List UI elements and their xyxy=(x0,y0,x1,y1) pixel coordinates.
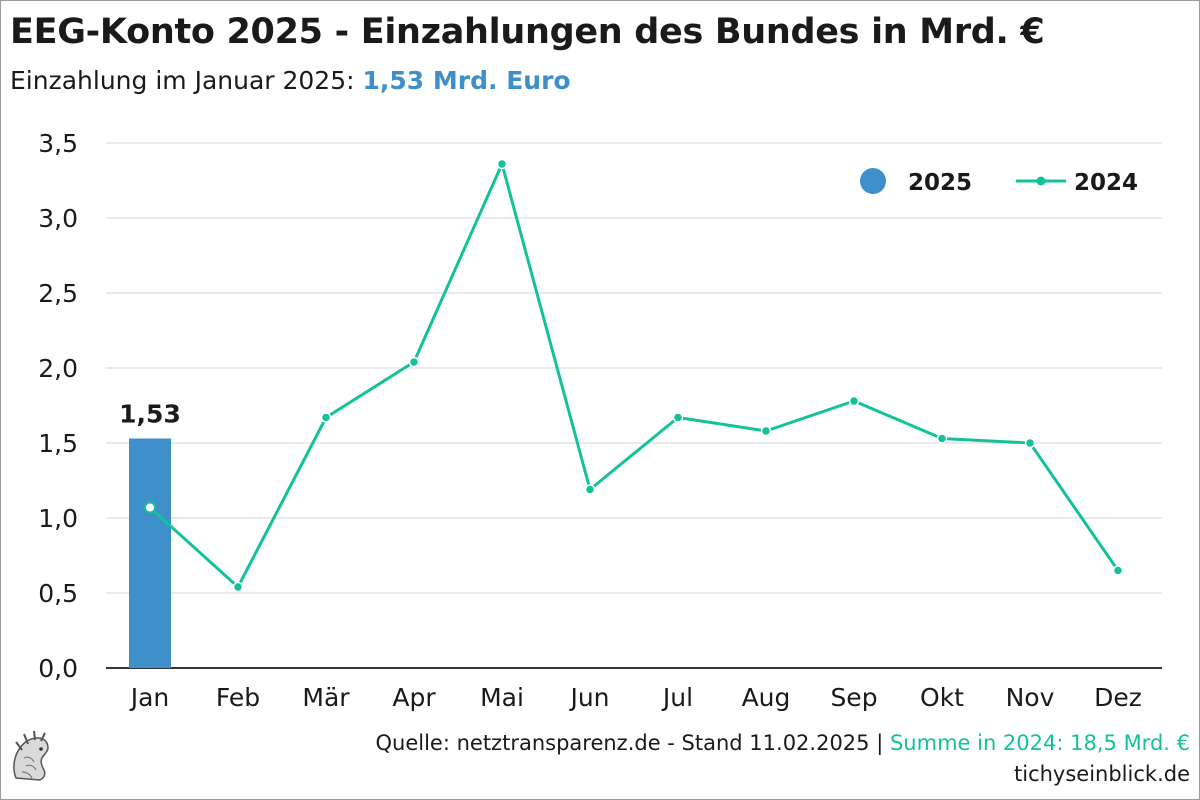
source-note: Quelle: netztransparenz.de - Stand 11.02… xyxy=(376,731,1191,755)
x-tick-label: Sep xyxy=(830,683,877,712)
point-2024 xyxy=(760,425,772,437)
point-2024 xyxy=(936,433,948,444)
y-tick-label: 0,5 xyxy=(38,579,78,608)
x-tick-label: Okt xyxy=(920,683,964,712)
point-2024 xyxy=(408,356,420,368)
x-tick-label: Mai xyxy=(480,683,524,712)
point-2024 xyxy=(320,412,332,423)
legend-label-2024: 2024 xyxy=(1074,170,1138,196)
legend-swatch-2025 xyxy=(860,168,886,194)
point-2024 xyxy=(232,581,244,593)
y-tick-label: 1,0 xyxy=(38,504,78,533)
y-tick-label: 0,0 xyxy=(38,654,78,683)
chart-subtitle: Einzahlung im Januar 2025: 1,53 Mrd. Eur… xyxy=(10,66,571,95)
x-tick-label: Jun xyxy=(568,683,609,712)
y-tick-label: 1,5 xyxy=(38,429,78,458)
line-2024 xyxy=(148,162,1120,589)
point-2024 xyxy=(672,412,684,423)
legend-marker-2024 xyxy=(1036,176,1046,186)
legend-label-2025: 2025 xyxy=(908,170,972,196)
data-label: 1,53 xyxy=(119,400,181,429)
x-tick-label: Feb xyxy=(216,683,260,712)
y-tick-label: 3,5 xyxy=(38,129,78,158)
chart-title: EEG-Konto 2025 - Einzahlungen des Bundes… xyxy=(10,12,1045,52)
point-2024 xyxy=(496,158,508,170)
x-tick-label: Nov xyxy=(1006,683,1055,712)
x-tick-label: Dez xyxy=(1094,683,1142,712)
y-tick-label: 3,0 xyxy=(38,204,78,233)
point-2024 xyxy=(144,501,156,514)
point-2024 xyxy=(848,395,860,407)
x-tick-label: Aug xyxy=(742,683,791,712)
subtitle-highlight: 1,53 Mrd. Euro xyxy=(362,66,571,95)
x-tick-label: Jul xyxy=(661,683,693,712)
point-2024 xyxy=(1024,437,1036,449)
annual-sum-text: Summe in 2024: 18,5 Mrd. € xyxy=(889,731,1190,755)
bar-2025 xyxy=(129,438,171,668)
point-2024 xyxy=(584,484,596,495)
website-label: tichyseinblick.de xyxy=(1014,762,1190,786)
x-tick-label: Apr xyxy=(392,683,436,712)
y-tick-label: 2,5 xyxy=(38,279,78,308)
source-text: Quelle: netztransparenz.de - Stand 11.02… xyxy=(375,731,890,755)
subtitle-prefix: Einzahlung im Januar 2025: xyxy=(10,66,363,95)
point-2024 xyxy=(1112,565,1124,576)
x-tick-label: Mär xyxy=(302,683,350,712)
x-tick-label: Jan xyxy=(129,683,170,712)
publisher-logo xyxy=(8,728,54,790)
y-tick-label: 2,0 xyxy=(38,354,78,383)
